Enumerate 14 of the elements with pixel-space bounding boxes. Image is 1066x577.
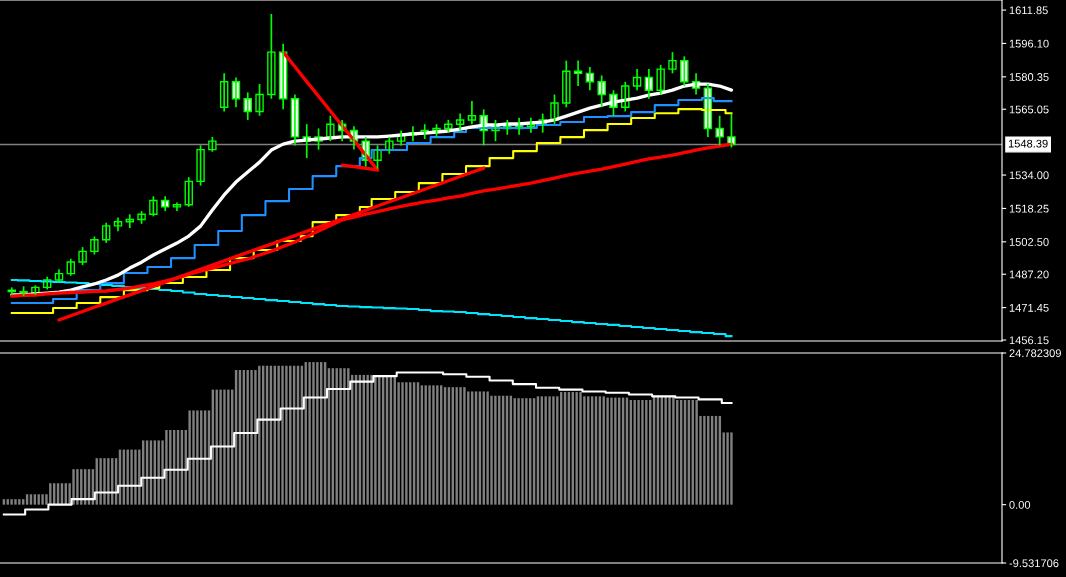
y-tick-label: 1611.85 <box>1009 6 1048 15</box>
y-tick-label: 1471.45 <box>1009 304 1049 312</box>
y-tick-label: 1502.50 <box>1009 238 1049 246</box>
y-tick-label: 24.782309 <box>1009 349 1061 358</box>
y-tick-label: 1534.00 <box>1009 171 1049 180</box>
y-tick-label: 1596.10 <box>1009 39 1049 48</box>
y-tick-label: 1487.20 <box>1009 270 1049 279</box>
y-tick-label: 0.00 <box>1009 500 1031 509</box>
y-tick-label: 1565.05 <box>1009 105 1049 114</box>
y-tick-label: 1518.25 <box>1009 204 1049 213</box>
ref-line-label: 1548.39 <box>1008 139 1048 148</box>
y-tick-label: 1456.15 <box>1009 336 1049 345</box>
y-tick-label: -9.531706 <box>1009 559 1059 568</box>
y-tick-label: 1580.35 <box>1009 73 1049 81</box>
